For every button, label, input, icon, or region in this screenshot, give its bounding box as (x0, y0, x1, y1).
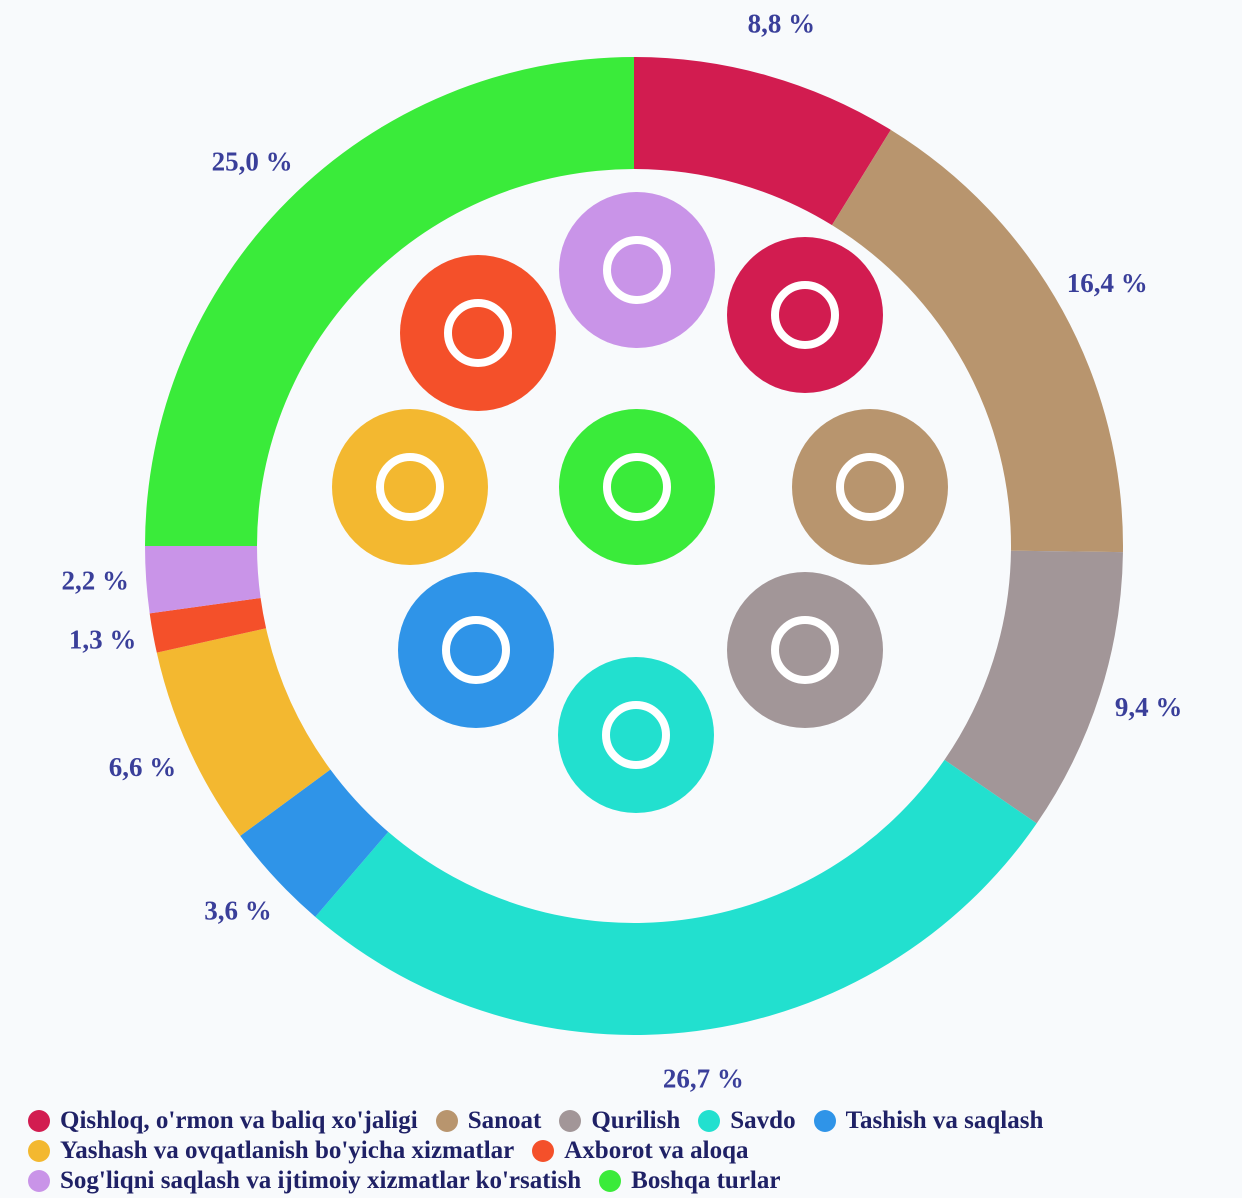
legend-swatch (28, 1170, 50, 1192)
donut-segment (634, 57, 891, 226)
donut-chart: 8,8 % 16,4 % 9,4 % 26,7 % 3,6 % 6,6 % 1,3 % 2,2… (62, 9, 1183, 1094)
value-label: 16,4 % (1067, 268, 1148, 298)
legend-item: Yashash va ovqatlanish bo'yicha xizmatla… (28, 1137, 514, 1165)
category-icon (400, 255, 556, 411)
category-icon (727, 237, 883, 393)
legend-item: Axborot va aloqa (532, 1137, 749, 1165)
legend-swatch (532, 1140, 555, 1162)
icon-glyph (444, 299, 512, 367)
legend: Qishloq, o'rmon va baliq xo'jaligi Sanoat… (28, 1106, 1242, 1196)
value-label: 1,3 % (69, 624, 137, 654)
legend-item: Qishloq, o'rmon va baliq xo'jaligi (28, 1107, 418, 1135)
donut-segment (944, 550, 1123, 824)
legend-swatch (28, 1110, 50, 1132)
legend-item: Sanoat (435, 1107, 542, 1135)
icon-glyph (771, 616, 839, 684)
value-label: 26,7 % (663, 1064, 744, 1094)
legend-label: Yashash va ovqatlanish bo'yicha xizmatla… (60, 1137, 515, 1164)
legend-label: Sanoat (467, 1107, 542, 1134)
donut-segment (240, 769, 389, 917)
icon-glyph (603, 453, 671, 521)
legend-row: Sog'liqni saqlash va ijtimoiy xizmatlar … (28, 1166, 1242, 1196)
value-label: 9,4 % (1115, 692, 1183, 722)
value-label: 25,0 % (212, 146, 293, 176)
legend-swatch (813, 1110, 836, 1132)
value-label: 8,8 % (748, 9, 816, 39)
legend-label: Qurilish (591, 1107, 681, 1134)
legend-item: Boshqa turlar (599, 1167, 780, 1195)
legend-swatch (435, 1110, 458, 1132)
icon-glyph (602, 701, 670, 769)
legend-label: Axborot va aloqa (564, 1137, 749, 1164)
legend-row: Qishloq, o'rmon va baliq xo'jaligi Sanoat… (28, 1106, 1242, 1136)
legend-item: Sog'liqni saqlash va ijtimoiy xizmatlar … (28, 1167, 581, 1195)
legend-label: Sog'liqni saqlash va ijtimoiy xizmatlar … (60, 1167, 582, 1194)
icon-glyph (376, 453, 444, 521)
icon-glyph (836, 453, 904, 521)
icon-glyph (603, 236, 671, 304)
category-icon (558, 657, 714, 813)
legend-item: Savdo (698, 1107, 796, 1135)
legend-label: Savdo (730, 1107, 796, 1134)
legend-label: Tashish va saqlash (845, 1107, 1044, 1134)
icon-glyph (771, 281, 839, 349)
category-icon (559, 409, 715, 565)
value-label: 6,6 % (109, 752, 177, 782)
legend-swatch (599, 1170, 622, 1192)
legend-swatch (28, 1140, 50, 1162)
donut-segment (156, 628, 331, 836)
donut-segment (315, 759, 1037, 1035)
legend-label: Boshqa turlar (631, 1167, 781, 1194)
value-label: 2,2 % (62, 565, 130, 595)
legend-row: Yashash va ovqatlanish bo'yicha xizmatla… (28, 1136, 1242, 1166)
category-icon (792, 409, 948, 565)
category-icon (332, 409, 488, 565)
donut-segment (831, 129, 1123, 553)
icon-glyph (442, 616, 510, 684)
donut-segment (145, 57, 634, 546)
legend-swatch (698, 1110, 721, 1132)
category-icon (727, 572, 883, 728)
legend-label: Qishloq, o'rmon va baliq xo'jaligi (60, 1107, 418, 1134)
category-icon (398, 572, 554, 728)
legend-item: Qurilish (559, 1107, 680, 1135)
donut-segment (149, 597, 267, 653)
donut-segment (145, 546, 261, 614)
legend-item: Tashish va saqlash (813, 1107, 1044, 1135)
category-icon (559, 192, 715, 348)
value-label: 3,6 % (204, 895, 272, 925)
legend-swatch (559, 1110, 582, 1132)
